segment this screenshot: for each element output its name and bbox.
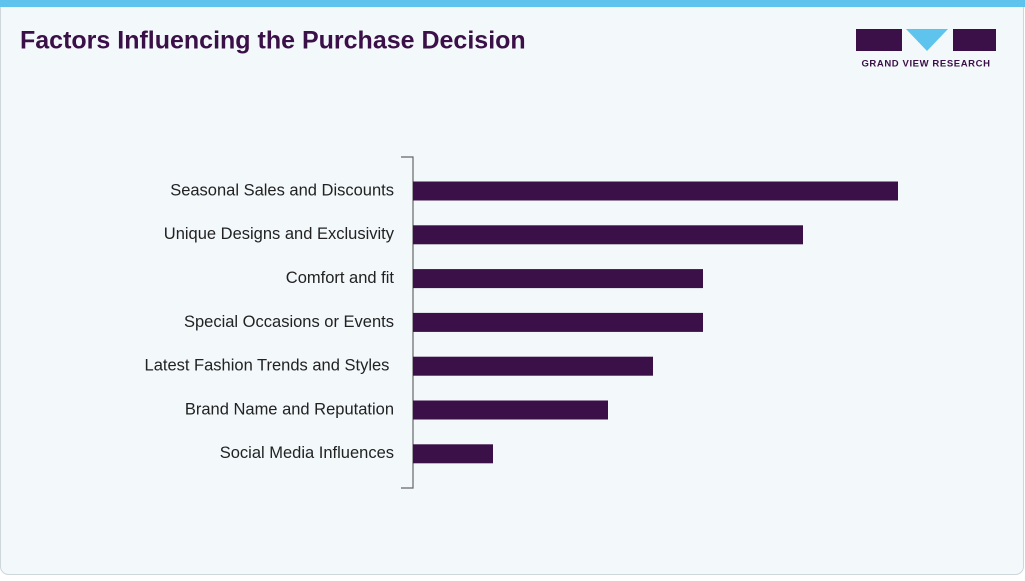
chart-title: Factors Influencing the Purchase Decisio… [20,27,526,55]
bar [413,269,703,289]
logo-block [953,29,996,51]
bar [413,225,803,245]
y-tick-label: Brand Name and Reputation [185,400,394,418]
y-tick-label: Social Media Influences [220,444,394,462]
y-tick-label: Comfort and fit [286,269,395,287]
logo: GRAND VIEW RESEARCH [856,29,996,70]
y-tick-label: Seasonal Sales and Discounts [170,181,394,199]
bar [413,356,653,376]
bar [413,312,703,332]
logo-text: GRAND VIEW RESEARCH [861,59,990,70]
y-tick-label: Unique Designs and Exclusivity [164,225,395,243]
bar [413,444,493,464]
logo-block [906,29,948,51]
logo-block [856,29,902,51]
y-tick-label: Latest Fashion Trends and Styles [145,357,394,375]
bar [413,181,898,201]
top-bar [0,0,1025,7]
bar [413,400,608,420]
y-tick-label: Special Occasions or Events [184,313,394,331]
